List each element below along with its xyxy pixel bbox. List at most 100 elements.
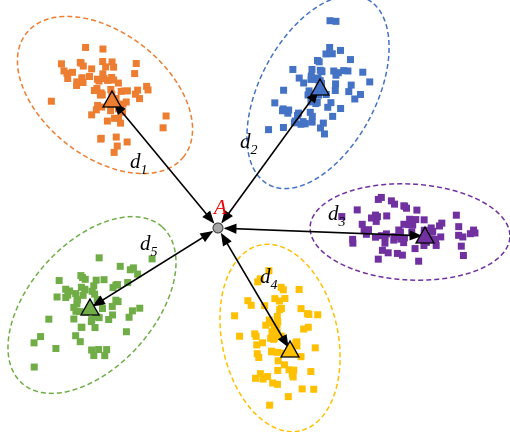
data-point bbox=[45, 315, 53, 323]
data-point bbox=[358, 220, 366, 228]
data-point bbox=[420, 216, 428, 224]
data-point bbox=[356, 90, 364, 98]
data-point bbox=[359, 68, 367, 76]
data-point bbox=[125, 313, 133, 321]
data-point bbox=[413, 206, 421, 214]
data-point bbox=[252, 332, 260, 340]
data-point bbox=[92, 106, 100, 114]
data-point bbox=[332, 71, 340, 79]
data-point bbox=[81, 286, 89, 294]
distance-subscript: 4 bbox=[271, 278, 278, 293]
data-point bbox=[311, 344, 319, 352]
data-point bbox=[415, 257, 423, 265]
data-point bbox=[52, 344, 60, 352]
data-point bbox=[330, 67, 338, 75]
data-point bbox=[91, 324, 99, 332]
data-point bbox=[95, 314, 103, 322]
data-point bbox=[349, 239, 357, 247]
data-point bbox=[53, 293, 61, 301]
data-point bbox=[79, 291, 87, 299]
data-point bbox=[253, 341, 261, 349]
data-point bbox=[70, 303, 78, 311]
data-point bbox=[129, 264, 137, 272]
data-point bbox=[99, 58, 107, 66]
data-point bbox=[384, 249, 392, 257]
data-point bbox=[128, 307, 136, 315]
data-point bbox=[366, 78, 374, 86]
data-point bbox=[347, 81, 355, 89]
data-point bbox=[112, 133, 120, 141]
data-point bbox=[87, 318, 95, 326]
data-point bbox=[338, 213, 346, 221]
data-point bbox=[300, 325, 308, 333]
data-point bbox=[346, 56, 354, 64]
data-point bbox=[162, 112, 170, 120]
data-point bbox=[104, 76, 112, 84]
cluster-boundary bbox=[7, 215, 177, 395]
data-point bbox=[326, 43, 334, 51]
data-point bbox=[281, 294, 289, 302]
data-point bbox=[304, 323, 312, 331]
data-point bbox=[114, 79, 122, 87]
data-point bbox=[281, 361, 289, 369]
data-point bbox=[412, 216, 420, 224]
data-point bbox=[277, 283, 285, 291]
data-point bbox=[107, 85, 115, 93]
data-point bbox=[303, 310, 311, 318]
data-point bbox=[47, 97, 55, 105]
data-point bbox=[117, 87, 125, 95]
data-point bbox=[73, 81, 81, 89]
data-point bbox=[345, 88, 353, 96]
data-point bbox=[266, 401, 274, 409]
data-point bbox=[276, 306, 284, 314]
data-point bbox=[114, 298, 122, 306]
data-point bbox=[98, 91, 106, 99]
data-point bbox=[60, 67, 68, 75]
data-point bbox=[90, 282, 98, 290]
data-point bbox=[98, 305, 106, 313]
data-point bbox=[298, 385, 306, 393]
distance-label: d4 bbox=[260, 264, 278, 293]
distance-subscript: 5 bbox=[151, 245, 158, 260]
data-point bbox=[103, 117, 111, 125]
data-point bbox=[92, 312, 100, 320]
data-point bbox=[295, 285, 303, 293]
data-point bbox=[353, 206, 361, 214]
data-point bbox=[310, 385, 318, 393]
data-point bbox=[432, 235, 440, 243]
data-point bbox=[255, 353, 263, 361]
distance-letter: d bbox=[240, 129, 251, 153]
data-point bbox=[332, 17, 340, 25]
data-point bbox=[134, 86, 142, 94]
data-point bbox=[293, 342, 301, 350]
data-point bbox=[398, 251, 406, 259]
data-point bbox=[318, 68, 326, 76]
data-point bbox=[132, 59, 140, 67]
distance-arrow bbox=[113, 102, 215, 224]
data-point bbox=[428, 228, 436, 236]
data-point bbox=[64, 291, 72, 299]
data-point bbox=[95, 346, 103, 354]
data-point bbox=[123, 87, 131, 95]
centroid bbox=[79, 297, 101, 316]
centroid bbox=[101, 89, 123, 108]
data-point bbox=[101, 352, 109, 360]
data-point bbox=[37, 333, 45, 341]
data-point bbox=[383, 212, 391, 220]
data-point bbox=[273, 380, 281, 388]
data-point bbox=[269, 379, 277, 387]
data-point bbox=[284, 393, 292, 401]
data-point bbox=[131, 90, 139, 98]
data-point bbox=[265, 126, 273, 134]
data-point bbox=[144, 86, 152, 94]
data-point bbox=[64, 75, 72, 83]
data-point bbox=[123, 138, 131, 146]
data-point bbox=[406, 215, 414, 223]
data-point bbox=[93, 75, 101, 83]
data-point bbox=[290, 366, 298, 374]
distance-label: d3 bbox=[328, 201, 346, 230]
data-point bbox=[110, 63, 118, 71]
distance-subscript: 2 bbox=[251, 143, 258, 158]
data-point bbox=[344, 67, 352, 75]
data-point bbox=[427, 224, 435, 232]
